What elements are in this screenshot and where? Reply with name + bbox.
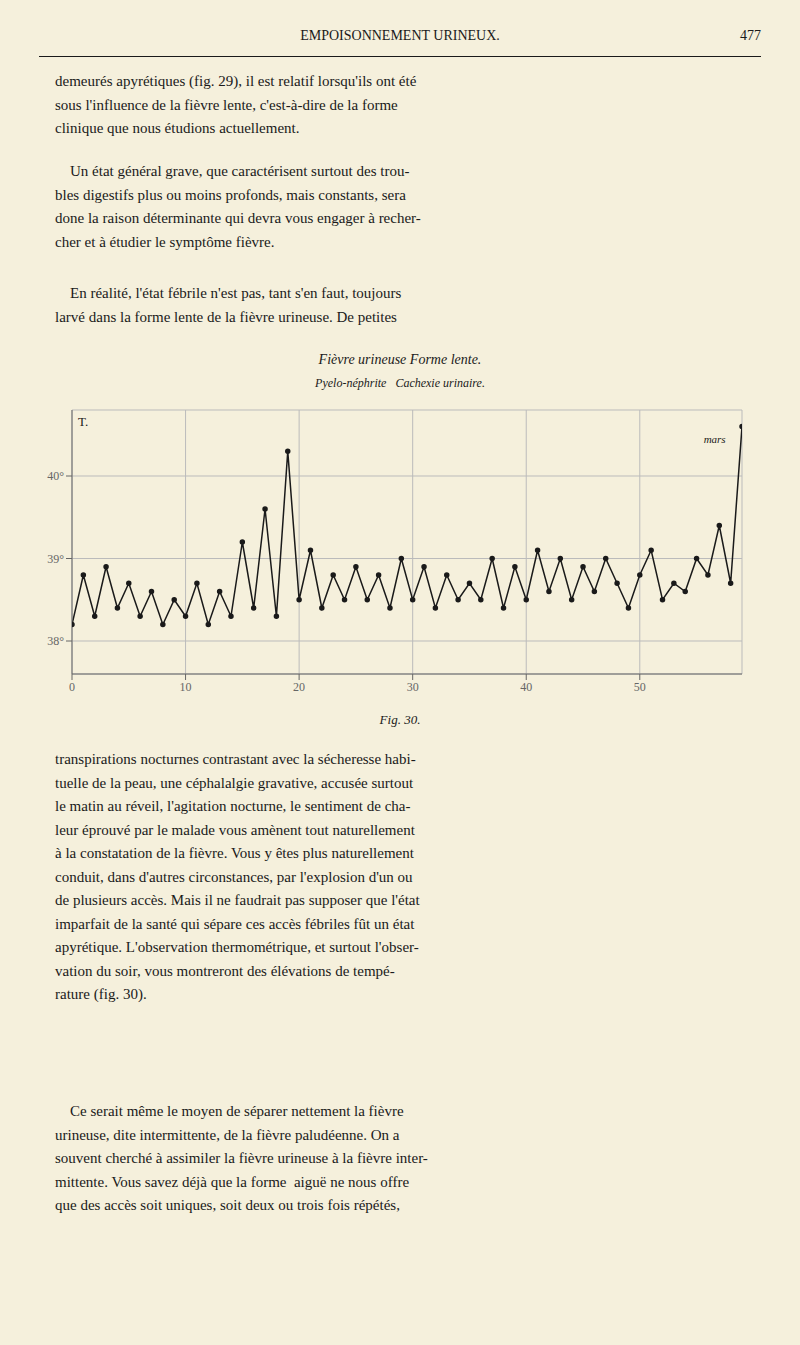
svg-text:mars: mars (704, 433, 726, 445)
html-text:Ce serait même le moyen de sép: Ce serait même le moyen de séparer nette… (55, 1103, 428, 1213)
html-text:Un état général grave, que car: Un état général grave, que caractérisent… (55, 163, 421, 250)
html-text:transpirations nocturnes contr: transpirations nocturnes contrastant ave… (55, 751, 420, 1002)
html-text:Fig. 30.: Fig. 30. (379, 712, 421, 727)
svg-text:40°: 40° (47, 469, 64, 483)
html-text:En réalité, l'état fébrile n'e: En réalité, l'état fébrile n'est pas, ta… (55, 285, 402, 325)
svg-text:38°: 38° (47, 634, 64, 648)
html-text:demeurés apyrétiques (fig. 29): demeurés apyrétiques (fig. 29), il est r… (55, 73, 417, 136)
html-text:T.: T. (78, 414, 89, 429)
svg-text:30: 30 (407, 680, 419, 694)
html-text:EMPOISONNEMENT URINEUX.: EMPOISONNEMENT URINEUX. (300, 28, 500, 43)
svg-text:50: 50 (634, 680, 646, 694)
html-text:477: 477 (740, 28, 761, 43)
svg-text:20: 20 (293, 680, 305, 694)
svg-text:0: 0 (69, 680, 75, 694)
html-text:Fièvre urineuse Forme lente.: Fièvre urineuse Forme lente. (318, 352, 482, 367)
html-text:Pyelo-néphrite Cachexie urinai: Pyelo-néphrite Cachexie urinaire. (315, 376, 485, 390)
svg-text:40: 40 (520, 680, 532, 694)
svg-text:10: 10 (180, 680, 192, 694)
svg-text:39°: 39° (47, 552, 64, 566)
